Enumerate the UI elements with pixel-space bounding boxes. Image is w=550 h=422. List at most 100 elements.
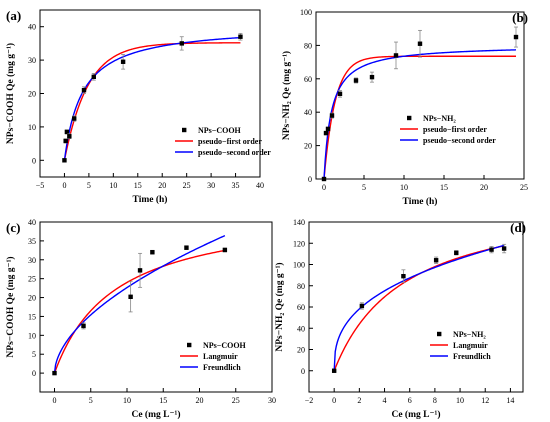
data-point [321,176,327,182]
y-tick-label: 0 [32,156,36,165]
y-tick-label: 40 [297,324,305,333]
data-point [325,126,331,132]
x-tick-label: 0 [332,396,336,405]
x-tick-label: 4 [383,396,387,405]
x-tick-label: 20 [196,396,204,405]
data-point [489,247,494,252]
data-point [353,78,359,83]
y-tick-label: 60 [304,75,312,84]
data-point [120,59,126,64]
x-tick-label: 2 [357,396,361,405]
x-tick-label: 25 [520,183,528,192]
y-tick-label: 80 [304,41,312,50]
legend-entry: NPs−COOH [203,341,247,350]
panel-label: (c) [6,220,20,235]
panel-3: 0 5 10 15 20 25 30 0 5 10 15 20 25 30 35 40 Ce (mg L⁻¹) N… [5,218,276,420]
y-tick-label: 20 [28,294,36,303]
legend-marker [187,342,192,348]
x-tick-label: 10 [400,183,408,192]
data-point [63,138,68,144]
y-tick-label: 40 [28,218,36,227]
y-tick-label: 30 [28,56,36,65]
legend-entry: Langmuir [453,341,488,350]
x-tick-label: 6 [408,396,412,405]
data-point [433,258,439,263]
legend-entry: pseudo−second order [198,148,271,157]
data-point [331,368,337,373]
y-tick-label: 10 [28,123,36,132]
data-point [150,250,155,255]
x-tick-label: 15 [134,181,142,190]
y-tick-label: 30 [28,256,36,265]
legend-marker [437,331,442,337]
panel-1: −5 0 5 10 15 20 25 30 35 40 0 10 20 30 40 Time (h) NPs−C… [5,8,271,205]
data-point [323,130,329,136]
y-tick-label: 25 [28,275,36,284]
y-tick-label: 120 [293,239,305,248]
data-point [179,41,184,46]
panel-label: (b) [512,10,528,25]
x-axis-label: Time (h) [403,196,438,207]
data-point [337,91,343,97]
y-tick-label: 0 [301,367,305,376]
y-tick-label: 20 [297,346,305,355]
legend-marker [182,127,187,133]
y-axis-label: NPs−NH₂ Qe (mg g⁻¹) [274,262,285,351]
legend-entry: NPs−COOH [198,126,242,135]
legend-entry: pseudo−first order [423,125,487,134]
data-point [62,158,67,163]
y-axis-label: NPs−COOH Qe (mg g⁻¹) [5,256,16,357]
data-point [137,268,143,273]
x-tick-label: 35 [232,181,240,190]
data-point [128,294,133,299]
x-tick-label: 40 [256,181,264,190]
data-point [184,245,189,250]
data-point [359,303,365,309]
x-tick-label: 5 [89,396,93,405]
y-axis-label: NPs−NH₂ Qe (mg g⁻¹) [281,51,292,140]
y-axis-label: NPs−COOH Qe (mg g⁻¹) [5,43,16,144]
data-point [52,370,57,376]
y-tick-label: 20 [28,90,36,99]
x-tick-label: 30 [268,396,276,405]
x-tick-label: −5 [36,181,45,190]
data-point [64,129,70,135]
data-point [501,246,507,251]
legend-entry: Langmuir [203,352,238,361]
x-tick-label: 10 [123,396,131,405]
data-point [513,34,519,40]
fit-curve-pseudo-second-order [323,49,517,179]
plot-frame [315,11,525,180]
legend-entry: NPs−NH₂ [453,330,486,339]
x-tick-label: 10 [456,396,464,405]
y-tick-label: 15 [28,312,36,321]
data-point [91,74,96,79]
y-tick-label: 140 [293,218,305,227]
y-tick-label: 100 [300,8,312,17]
y-tick-label: 0 [308,175,312,184]
data-point [454,250,459,256]
y-tick-label: 100 [293,261,305,270]
data-point [238,34,243,39]
y-tick-label: 35 [28,237,36,246]
y-tick-label: 20 [304,142,312,151]
y-tick-label: 40 [304,108,312,117]
data-point [81,323,86,329]
x-tick-label: 15 [440,183,448,192]
y-tick-label: 10 [28,331,36,340]
x-tick-label: 20 [158,181,166,190]
x-tick-label: 10 [109,181,117,190]
x-tick-label: −2 [305,396,314,405]
x-tick-label: 0 [53,396,57,405]
y-tick-label: 0 [32,369,36,378]
plot-frame [39,221,273,393]
legend-entry: Freundlich [453,352,491,361]
x-tick-label: 5 [362,183,366,192]
data-point [67,134,72,139]
data-point [222,247,228,253]
legend-entry: NPs−NH₂ [423,114,456,123]
fit-curve-pseudo-first-order [323,55,516,179]
y-tick-label: 80 [297,282,305,291]
